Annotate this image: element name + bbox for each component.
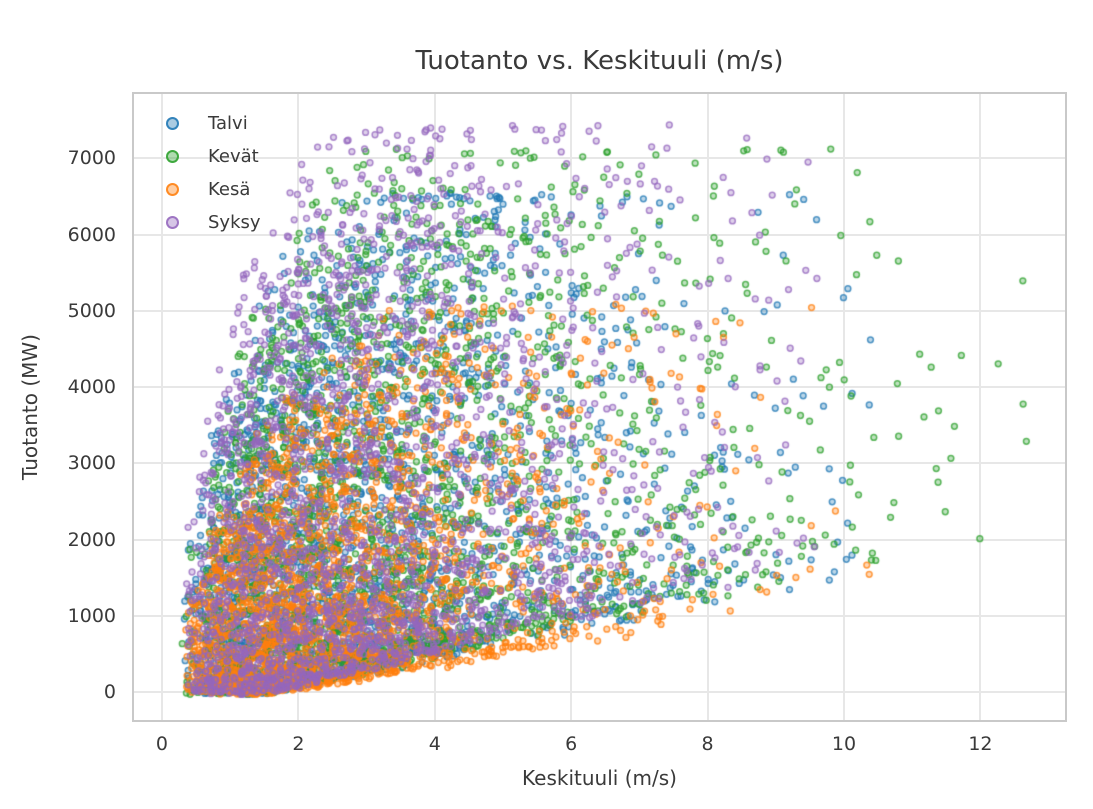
legend-item-kesä: Kesä <box>160 173 261 206</box>
y-tick-4000: 4000 <box>67 376 116 399</box>
legend-marker-icon <box>166 216 179 229</box>
legend-label: Kesä <box>208 179 251 200</box>
legend-label: Syksy <box>208 212 261 233</box>
y-axis-label: Tuotanto (MW) <box>18 334 42 480</box>
x-tick-12: 12 <box>968 733 993 755</box>
legend-item-kevät: Kevät <box>160 140 261 173</box>
legend-label: Talvi <box>208 113 248 134</box>
scatter-points-canvas <box>134 94 1065 720</box>
legend-item-talvi: Talvi <box>160 107 261 140</box>
legend-label: Kevät <box>208 146 259 167</box>
y-tick-2000: 2000 <box>67 528 116 551</box>
x-axis-label: Keskituuli (m/s) <box>522 766 677 790</box>
plot-area: Talvi Kevät Kesä Syksy <box>132 92 1067 722</box>
y-tick-3000: 3000 <box>67 452 116 475</box>
legend-marker-icon <box>166 183 179 196</box>
legend-marker-icon <box>166 117 179 130</box>
legend-item-syksy: Syksy <box>160 206 261 239</box>
x-tick-0: 0 <box>155 733 168 755</box>
legend: Talvi Kevät Kesä Syksy <box>160 107 261 239</box>
x-tick-4: 4 <box>428 733 441 755</box>
x-tick-8: 8 <box>701 733 714 755</box>
legend-marker-icon <box>166 150 179 163</box>
y-tick-6000: 6000 <box>67 223 116 246</box>
x-tick-6: 6 <box>565 733 578 755</box>
y-tick-5000: 5000 <box>67 299 116 322</box>
y-tick-0: 0 <box>103 681 116 704</box>
x-tick-10: 10 <box>831 733 857 755</box>
y-tick-7000: 7000 <box>67 147 116 170</box>
y-tick-1000: 1000 <box>67 604 116 627</box>
x-tick-2: 2 <box>292 733 305 755</box>
chart-title: Tuotanto vs. Keskituuli (m/s) <box>415 46 784 76</box>
